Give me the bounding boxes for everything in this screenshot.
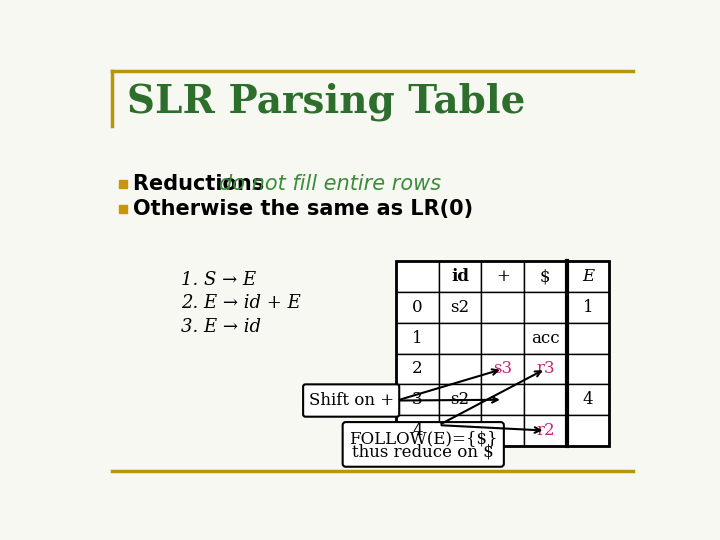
Bar (567, 261, 609, 292)
Bar (482, 415, 524, 446)
Bar (524, 323, 567, 354)
Bar (524, 261, 567, 292)
Bar (482, 323, 524, 354)
Text: 4: 4 (582, 392, 593, 408)
Bar (524, 292, 567, 323)
Bar (482, 354, 524, 384)
Text: 3. E → id: 3. E → id (181, 318, 261, 335)
Bar (482, 292, 524, 323)
Text: 1: 1 (412, 329, 423, 347)
Text: Shift on +: Shift on + (309, 392, 394, 409)
Bar (482, 261, 524, 292)
Bar (524, 415, 567, 446)
Bar (396, 261, 438, 292)
Bar (438, 384, 482, 415)
Bar (524, 384, 567, 415)
Text: 1: 1 (582, 299, 593, 316)
Bar (396, 292, 438, 323)
Text: 2: 2 (412, 361, 423, 377)
Bar (120, 180, 127, 188)
Text: SLR Parsing Table: SLR Parsing Table (127, 83, 526, 121)
Text: Reductions: Reductions (133, 174, 272, 194)
Text: s2: s2 (451, 299, 469, 316)
Bar (396, 261, 567, 446)
Bar (120, 205, 127, 213)
Bar (567, 415, 609, 446)
Bar (438, 415, 482, 446)
Bar (396, 323, 438, 354)
Bar (396, 354, 438, 384)
Bar (438, 354, 482, 384)
Text: s2: s2 (451, 392, 469, 408)
Bar (524, 354, 567, 384)
Text: +: + (496, 268, 510, 285)
Text: 4: 4 (412, 422, 423, 439)
Bar (396, 384, 438, 415)
Bar (482, 384, 524, 415)
Bar (567, 354, 609, 384)
Text: 1. S → E: 1. S → E (181, 272, 256, 289)
Text: E: E (582, 268, 594, 285)
Bar (567, 384, 609, 415)
Text: FOLLOW(E)={$}: FOLLOW(E)={$} (349, 430, 498, 447)
Text: thus reduce on $: thus reduce on $ (352, 444, 494, 461)
Text: $: $ (540, 268, 551, 285)
Text: acc: acc (531, 329, 559, 347)
Bar (567, 292, 609, 323)
Text: 2. E → id + E: 2. E → id + E (181, 294, 301, 313)
Bar (438, 261, 482, 292)
Text: 3: 3 (412, 392, 423, 408)
FancyBboxPatch shape (303, 384, 399, 417)
Text: s3: s3 (493, 361, 512, 377)
Text: id: id (451, 268, 469, 285)
Bar (438, 292, 482, 323)
Bar (567, 261, 609, 446)
Text: Otherwise the same as LR(0): Otherwise the same as LR(0) (133, 199, 474, 219)
FancyBboxPatch shape (343, 422, 504, 467)
Bar (438, 323, 482, 354)
Bar (396, 415, 438, 446)
Text: r2: r2 (536, 422, 554, 439)
Text: 0: 0 (412, 299, 423, 316)
Bar (567, 323, 609, 354)
Text: do not fill entire rows: do not fill entire rows (219, 174, 441, 194)
Text: r3: r3 (536, 361, 554, 377)
